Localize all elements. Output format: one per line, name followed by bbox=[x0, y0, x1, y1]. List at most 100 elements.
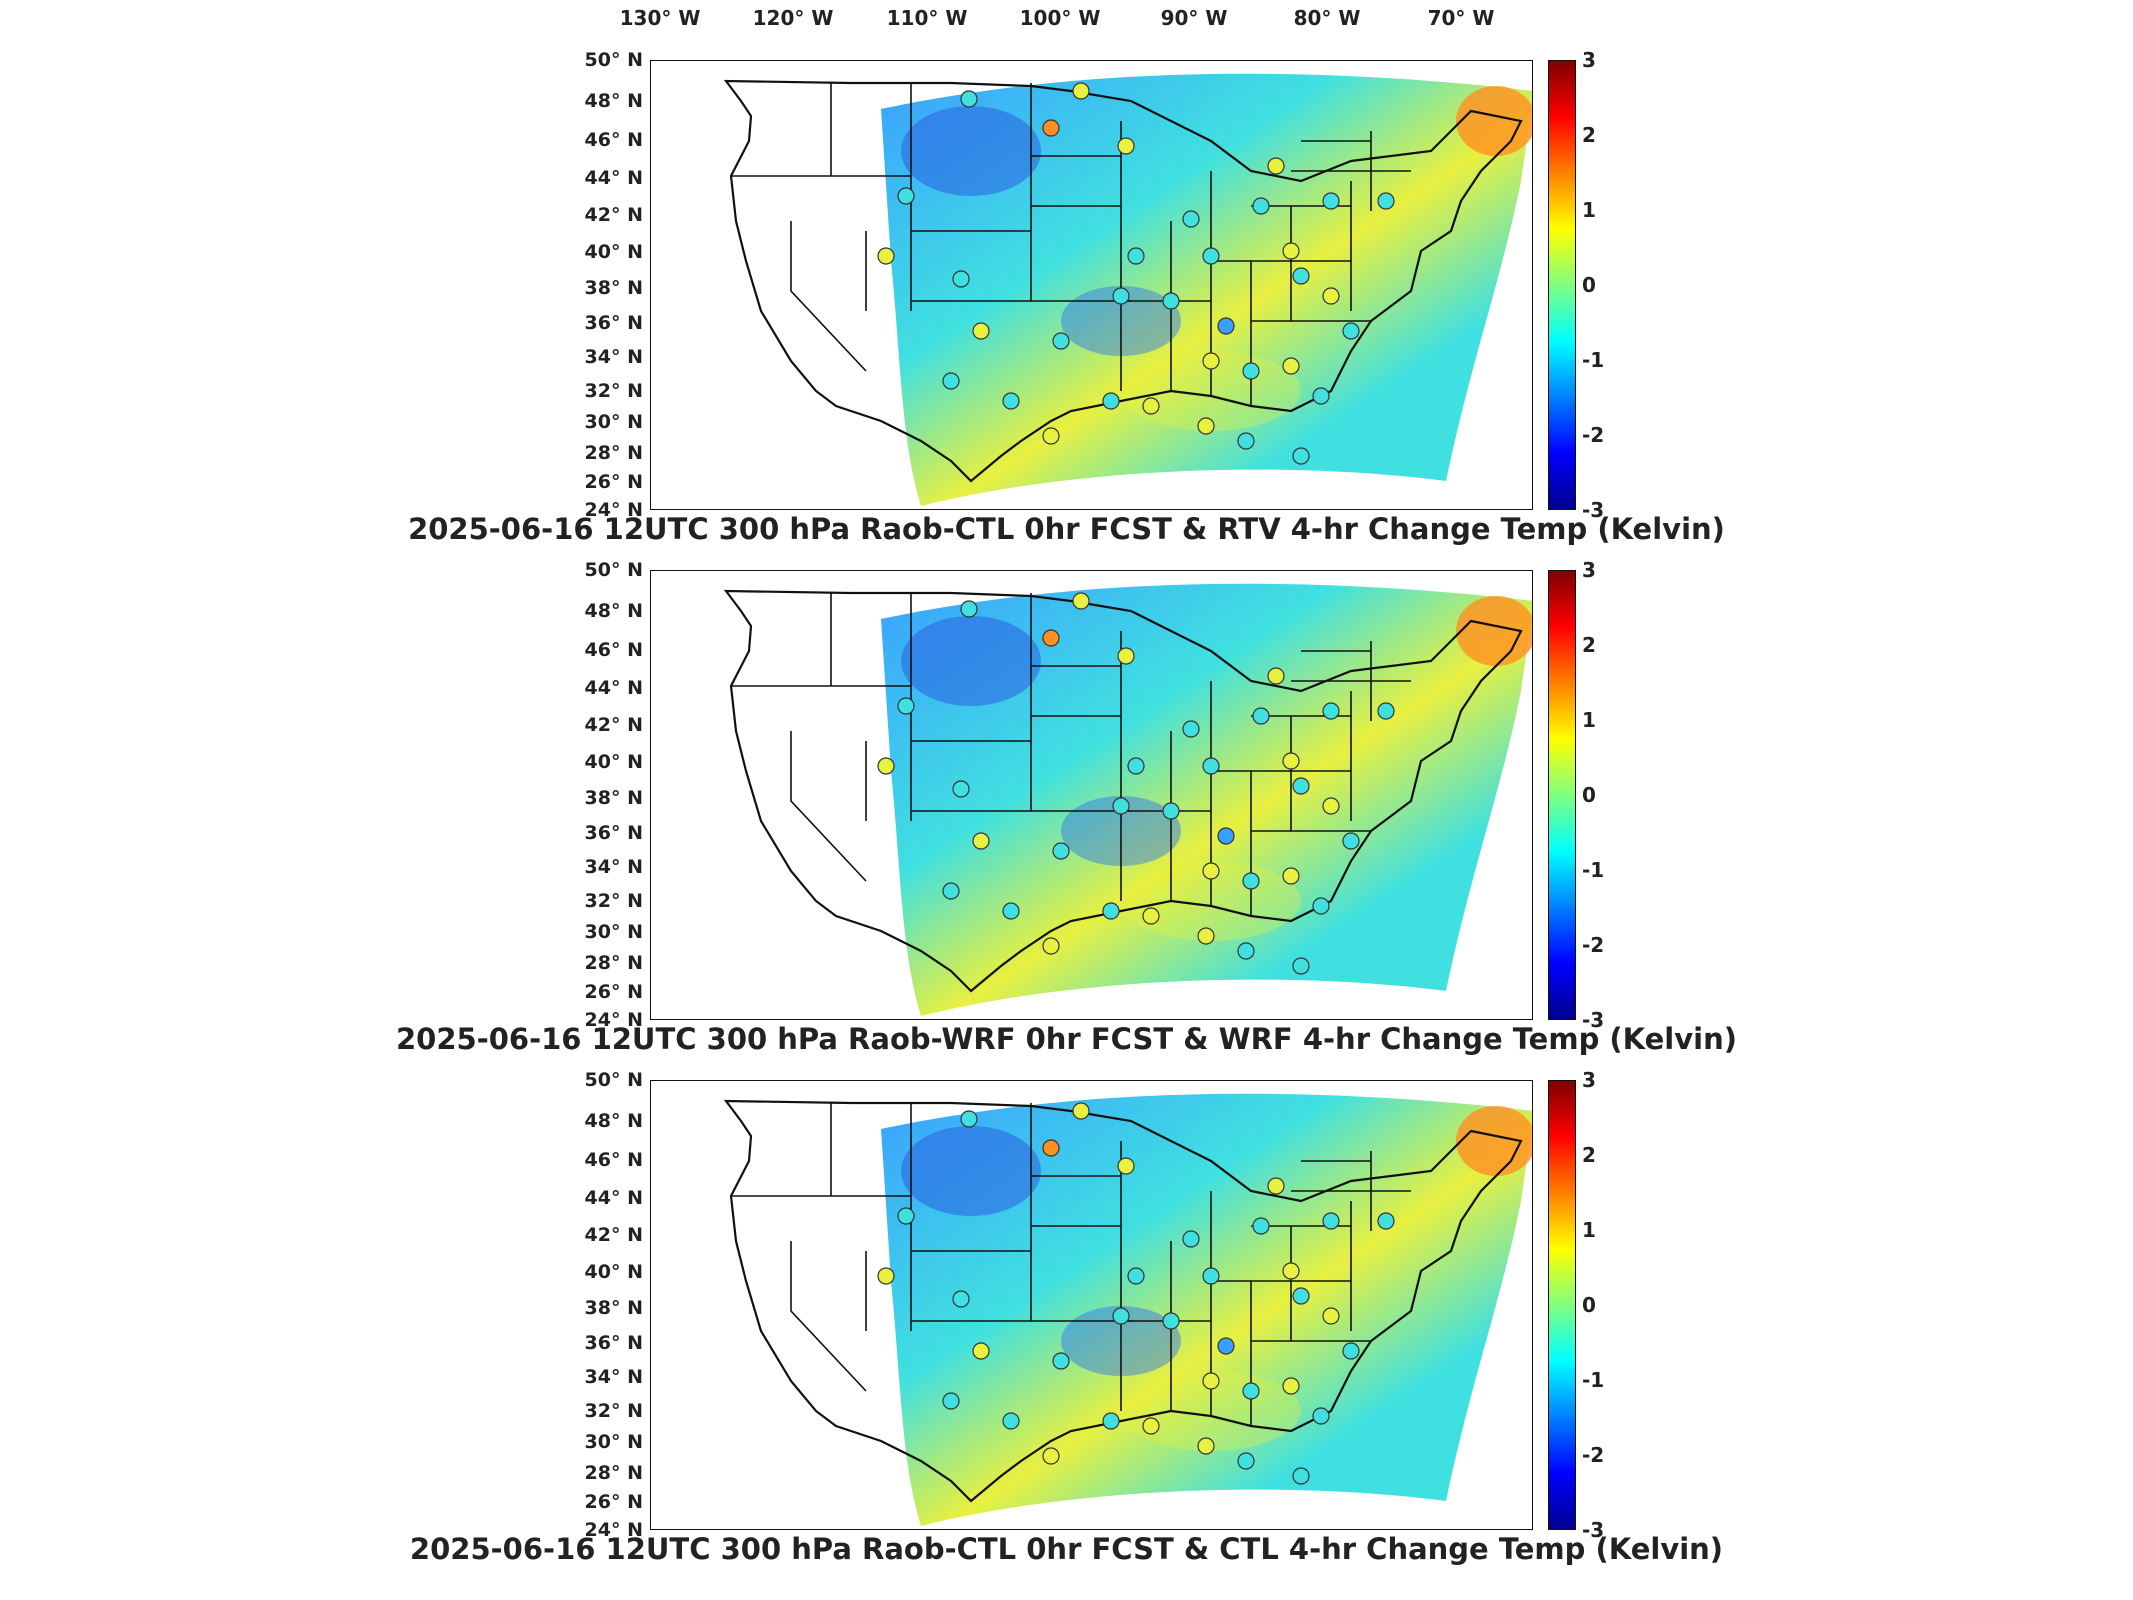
colorbar-tick: 3 bbox=[1582, 1068, 1596, 1092]
panel-title: 2025-06-16 12UTC 300 hPa Raob-CTL 0hr FC… bbox=[408, 512, 1725, 546]
raob-station bbox=[942, 372, 960, 390]
raob-station bbox=[1292, 447, 1310, 465]
raob-station bbox=[1242, 872, 1260, 890]
raob-station bbox=[1322, 1307, 1340, 1325]
raob-station bbox=[1377, 702, 1395, 720]
lat-label: 48° N bbox=[584, 600, 643, 623]
raob-station bbox=[942, 1392, 960, 1410]
lat-label: 40° N bbox=[584, 241, 643, 264]
raob-station bbox=[1217, 317, 1235, 335]
lat-label: 50° N bbox=[584, 559, 643, 581]
lat-label: 44° N bbox=[584, 677, 643, 700]
raob-station bbox=[1197, 1437, 1215, 1455]
lon-label: 120° W bbox=[752, 6, 834, 30]
colorbar-tick: 3 bbox=[1582, 558, 1596, 582]
temperature-map bbox=[723, 1093, 1532, 1526]
raob-station bbox=[1182, 1230, 1200, 1248]
lat-label: 38° N bbox=[584, 1297, 643, 1320]
colorbar-tick: 1 bbox=[1582, 1218, 1596, 1242]
raob-station bbox=[1322, 797, 1340, 815]
lat-label: 42° N bbox=[584, 714, 643, 737]
raob-station bbox=[1282, 1262, 1300, 1280]
raob-station bbox=[1072, 1102, 1090, 1120]
raob-station bbox=[1042, 427, 1060, 445]
colorbar bbox=[1548, 570, 1576, 1020]
lat-label: 38° N bbox=[584, 277, 643, 300]
us-outline bbox=[723, 589, 1523, 993]
raob-station bbox=[1112, 797, 1130, 815]
raob-station bbox=[1292, 267, 1310, 285]
colorbar-tick: 3 bbox=[1582, 48, 1596, 72]
lat-label: 40° N bbox=[584, 1261, 643, 1284]
raob-station bbox=[1312, 897, 1330, 915]
raob-station bbox=[1282, 242, 1300, 260]
colorbar-tick: -1 bbox=[1582, 348, 1605, 372]
raob-station bbox=[1162, 1312, 1180, 1330]
us-outline bbox=[723, 79, 1523, 483]
raob-station bbox=[1042, 629, 1060, 647]
raob-station bbox=[1202, 862, 1220, 880]
raob-station bbox=[1197, 927, 1215, 945]
raob-station bbox=[1217, 827, 1235, 845]
raob-station bbox=[1377, 1212, 1395, 1230]
raob-station bbox=[1282, 357, 1300, 375]
raob-station bbox=[952, 1290, 970, 1308]
lat-label: 30° N bbox=[584, 411, 643, 434]
raob-station bbox=[1182, 210, 1200, 228]
colorbar-tick: 1 bbox=[1582, 198, 1596, 222]
map-frame bbox=[650, 570, 1533, 1020]
raob-station bbox=[1197, 417, 1215, 435]
colorbar-tick: 0 bbox=[1582, 1293, 1596, 1317]
lat-label: 24° N bbox=[584, 1009, 643, 1031]
lat-label: 42° N bbox=[584, 1224, 643, 1247]
raob-station bbox=[1072, 82, 1090, 100]
state-border bbox=[790, 731, 867, 882]
lat-label: 34° N bbox=[584, 1366, 643, 1389]
lat-label: 30° N bbox=[584, 1431, 643, 1454]
colorbar-tick: -2 bbox=[1582, 1443, 1605, 1467]
raob-station bbox=[1217, 1337, 1235, 1355]
raob-station bbox=[1202, 352, 1220, 370]
us-outline bbox=[723, 1099, 1523, 1503]
map-panel-3: 50° N 48° N 46° N 44° N 42° N 40° N 38° N 36° N… bbox=[0, 1068, 2133, 1586]
colorbar-tick: -3 bbox=[1582, 1518, 1605, 1542]
panel-title: 2025-06-16 12UTC 300 hPa Raob-WRF 0hr FC… bbox=[395, 1022, 1737, 1056]
lat-label: 32° N bbox=[584, 889, 643, 912]
raob-station bbox=[1052, 332, 1070, 350]
lat-label: 44° N bbox=[584, 167, 643, 190]
cold-anomaly bbox=[901, 106, 1041, 196]
temperature-map bbox=[723, 73, 1532, 506]
colorbar-tick: 2 bbox=[1582, 123, 1596, 147]
raob-station bbox=[1117, 137, 1135, 155]
lat-label: 28° N bbox=[584, 951, 643, 974]
raob-station bbox=[1002, 902, 1020, 920]
colorbar-tick: 2 bbox=[1582, 633, 1596, 657]
lat-label: 36° N bbox=[584, 1331, 643, 1354]
lat-label: 38° N bbox=[584, 787, 643, 810]
colorbar-tick: -2 bbox=[1582, 933, 1605, 957]
lat-label: 42° N bbox=[584, 204, 643, 227]
colorbar-tick: 0 bbox=[1582, 273, 1596, 297]
raob-station bbox=[1237, 432, 1255, 450]
raob-station bbox=[1292, 1467, 1310, 1485]
raob-station bbox=[1112, 1307, 1130, 1325]
raob-station bbox=[1042, 937, 1060, 955]
longitude-axis: 130° W 120° W 110° W 100° W 90° W 80° W … bbox=[0, 0, 2133, 40]
raob-station bbox=[1282, 752, 1300, 770]
raob-station bbox=[897, 697, 915, 715]
state-border bbox=[790, 221, 867, 372]
raob-station bbox=[1282, 867, 1300, 885]
raob-station bbox=[877, 757, 895, 775]
state-border bbox=[790, 1241, 867, 1392]
raob-station bbox=[960, 1110, 978, 1128]
lat-label: 32° N bbox=[584, 1399, 643, 1422]
lat-label: 36° N bbox=[584, 311, 643, 334]
raob-station bbox=[1292, 1287, 1310, 1305]
lat-label: 50° N bbox=[584, 49, 643, 71]
raob-station bbox=[1102, 1412, 1120, 1430]
raob-station bbox=[1127, 247, 1145, 265]
raob-station bbox=[1002, 392, 1020, 410]
raob-station bbox=[1242, 1382, 1260, 1400]
lat-label: 34° N bbox=[584, 346, 643, 369]
map-frame bbox=[650, 1080, 1533, 1530]
